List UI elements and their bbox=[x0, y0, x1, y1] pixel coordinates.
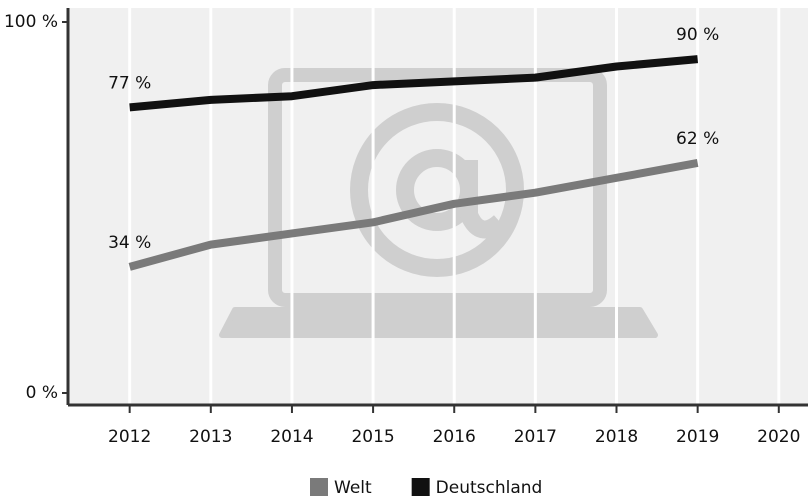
value-label: 62 % bbox=[676, 129, 719, 149]
legend-label: Deutschland bbox=[436, 478, 543, 498]
x-tick-label: 2013 bbox=[189, 427, 232, 447]
x-tick-label: 2014 bbox=[270, 427, 313, 447]
value-label: 34 % bbox=[108, 233, 151, 253]
x-tick-label: 2019 bbox=[676, 427, 719, 447]
x-tick-label: 2012 bbox=[108, 427, 151, 447]
legend-label: Welt bbox=[334, 478, 372, 498]
legend: Welt Deutschland bbox=[310, 478, 542, 498]
y-tick-label: 100 % bbox=[4, 12, 58, 32]
x-tick-label: 2015 bbox=[351, 427, 394, 447]
x-tick-label: 2018 bbox=[595, 427, 638, 447]
legend-swatch bbox=[310, 478, 328, 496]
x-tick-label: 2020 bbox=[757, 427, 800, 447]
x-tick-label: 2016 bbox=[433, 427, 476, 447]
y-tick-label: 0 % bbox=[26, 383, 58, 403]
x-tick-label: 2017 bbox=[514, 427, 557, 447]
value-label: 77 % bbox=[108, 73, 151, 93]
legend-swatch bbox=[412, 478, 430, 496]
chart: Welt Deutschland 2012 2013 2014 2015 2016 2017… bbox=[0, 0, 811, 501]
value-label: 90 % bbox=[676, 25, 719, 45]
